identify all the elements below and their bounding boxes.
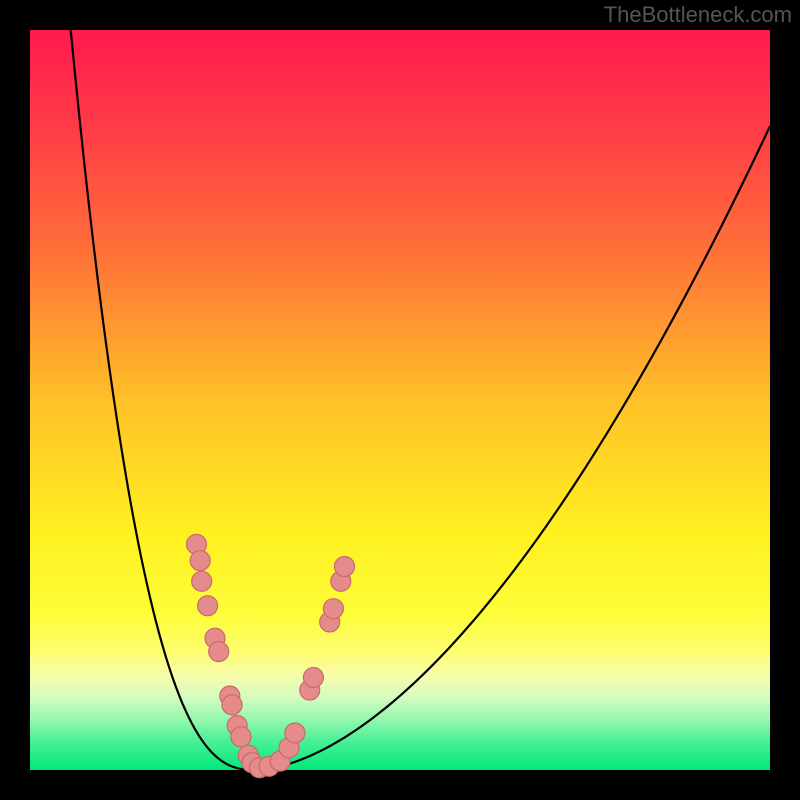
watermark-text: TheBottleneck.com: [604, 2, 792, 28]
bottleneck-chart: TheBottleneck.com: [0, 0, 800, 800]
data-marker: [222, 695, 242, 715]
data-marker: [323, 599, 343, 619]
data-marker: [335, 557, 355, 577]
data-marker: [190, 551, 210, 571]
data-marker: [209, 642, 229, 662]
data-marker: [231, 727, 251, 747]
data-marker: [192, 571, 212, 591]
chart-canvas: [0, 0, 800, 800]
plot-gradient-background: [30, 30, 770, 770]
data-marker: [303, 668, 323, 688]
data-marker: [285, 723, 305, 743]
data-marker: [198, 596, 218, 616]
